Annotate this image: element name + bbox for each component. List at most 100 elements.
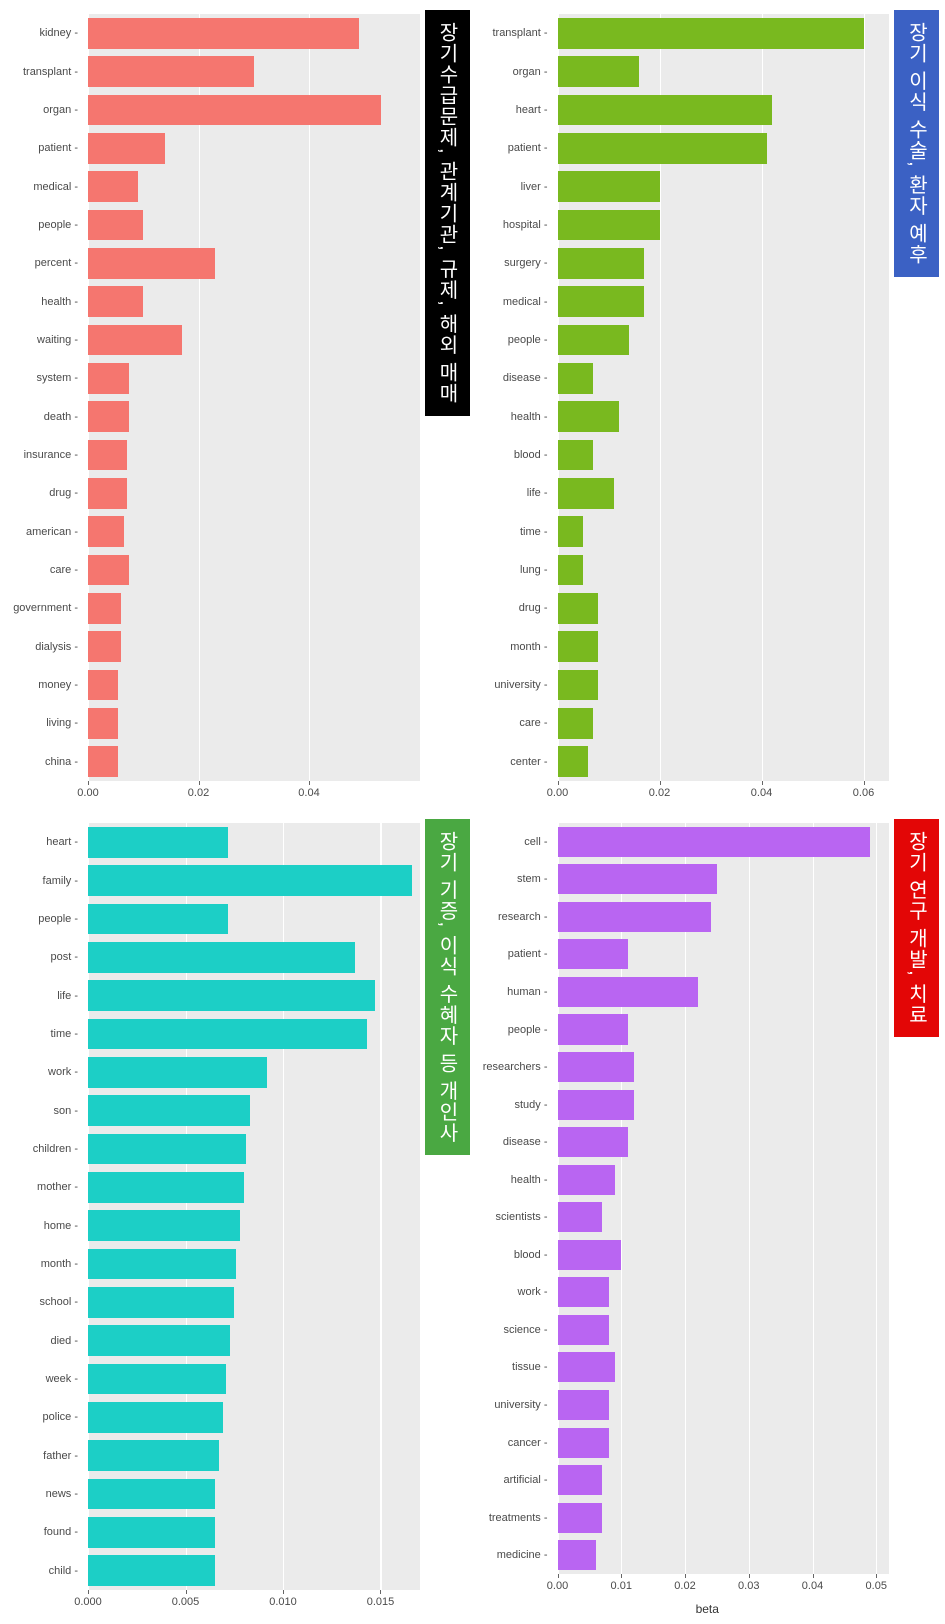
- x-tick: [88, 781, 89, 785]
- bar-row: [88, 167, 420, 205]
- bar-row: [558, 52, 890, 90]
- category-label: people -: [38, 219, 78, 231]
- bar-row: [558, 936, 890, 974]
- x-tick-label: 0.00: [77, 787, 98, 799]
- bar-row: [558, 1198, 890, 1236]
- bar: [558, 746, 589, 777]
- bar-row: [558, 1536, 890, 1574]
- bar-row: [558, 1048, 890, 1086]
- bar-row: [88, 1437, 420, 1475]
- bar-row: [88, 1206, 420, 1244]
- category-label: child -: [49, 1565, 78, 1577]
- category-label: health -: [511, 411, 548, 423]
- category-label: transplant -: [23, 66, 78, 78]
- bar-row: [88, 1513, 420, 1551]
- bar: [88, 1210, 240, 1241]
- bar-row: [558, 1461, 890, 1499]
- category-label: drug -: [519, 602, 548, 614]
- bar: [88, 980, 375, 1011]
- x-tick-label: 0.010: [269, 1596, 297, 1608]
- bar-row: [88, 551, 420, 589]
- y-axis-labels: kidney -transplant -organ -patient -medi…: [6, 14, 84, 781]
- bars-area: [558, 14, 890, 781]
- bar-row: [88, 206, 420, 244]
- bar: [88, 248, 215, 279]
- bar: [88, 1325, 230, 1356]
- bar-row: [88, 628, 420, 666]
- category-label: government -: [13, 602, 78, 614]
- bar: [88, 286, 143, 317]
- bar-row: [88, 1015, 420, 1053]
- bar: [558, 1428, 609, 1458]
- category-label: life -: [57, 990, 78, 1002]
- bar-row: [88, 861, 420, 899]
- panel-title-banner: 장기 이식 수술, 환자 예후: [894, 10, 939, 277]
- bar-row: [558, 1424, 890, 1462]
- x-tick-label: 0.06: [853, 787, 874, 799]
- panel-title-banner: 장기 연구 개발, 치료: [894, 819, 939, 1037]
- category-label: center -: [510, 756, 547, 768]
- category-label: care -: [519, 717, 547, 729]
- category-label: medical -: [503, 296, 548, 308]
- bar-row: [558, 91, 890, 129]
- bar: [88, 1019, 367, 1050]
- bar: [88, 593, 121, 624]
- bar: [558, 286, 645, 317]
- bar: [558, 1465, 603, 1495]
- x-tick: [283, 1590, 284, 1594]
- bar: [88, 1440, 219, 1471]
- x-tick: [864, 781, 865, 785]
- bar: [558, 56, 640, 87]
- bar-row: [558, 397, 890, 435]
- bar-row: [88, 938, 420, 976]
- bar-row: [558, 321, 890, 359]
- bar-row: [88, 1245, 420, 1283]
- bar: [88, 363, 129, 394]
- bar: [88, 708, 118, 739]
- bar: [88, 401, 129, 432]
- bar: [88, 171, 138, 202]
- x-tick: [660, 781, 661, 785]
- x-tick: [685, 1574, 686, 1578]
- category-label: organ -: [43, 104, 78, 116]
- panel-title-banner: 장기 기증, 이식 수혜자 등 개인사: [425, 819, 470, 1155]
- bar: [558, 133, 767, 164]
- category-label: post -: [50, 951, 78, 963]
- bar: [558, 864, 717, 894]
- bar-row: [558, 666, 890, 704]
- bar-row: [88, 244, 420, 282]
- x-axis: 0.000.020.04: [88, 781, 420, 809]
- bar: [88, 95, 381, 126]
- bar-row: [558, 129, 890, 167]
- x-tick-label: 0.01: [611, 1580, 632, 1592]
- category-label: waiting -: [37, 334, 78, 346]
- bar-row: [88, 474, 420, 512]
- category-label: lung -: [520, 564, 548, 576]
- bar-row: [88, 321, 420, 359]
- category-label: son -: [54, 1105, 78, 1117]
- bar-row: [88, 823, 420, 861]
- x-tick: [876, 1574, 877, 1578]
- bar: [88, 865, 412, 896]
- bar: [558, 708, 594, 739]
- x-tick-label: 0.04: [751, 787, 772, 799]
- category-label: science -: [503, 1324, 547, 1336]
- x-tick-label: 0.02: [188, 787, 209, 799]
- category-label: insurance -: [24, 449, 78, 461]
- category-label: scientists -: [496, 1211, 548, 1223]
- category-label: father -: [43, 1450, 78, 1462]
- bar: [88, 440, 127, 471]
- bar: [558, 440, 594, 471]
- bar: [88, 1517, 215, 1548]
- bar-row: [558, 244, 890, 282]
- bars-area: [558, 823, 890, 1574]
- bar-row: [88, 129, 420, 167]
- category-label: transplant -: [492, 27, 547, 39]
- category-label: disease -: [503, 372, 548, 384]
- category-label: home -: [44, 1220, 78, 1232]
- x-tick-label: 0.02: [674, 1580, 695, 1592]
- bar: [88, 670, 118, 701]
- bars-area: [88, 14, 420, 781]
- bar-row: [88, 1360, 420, 1398]
- category-label: time -: [51, 1028, 79, 1040]
